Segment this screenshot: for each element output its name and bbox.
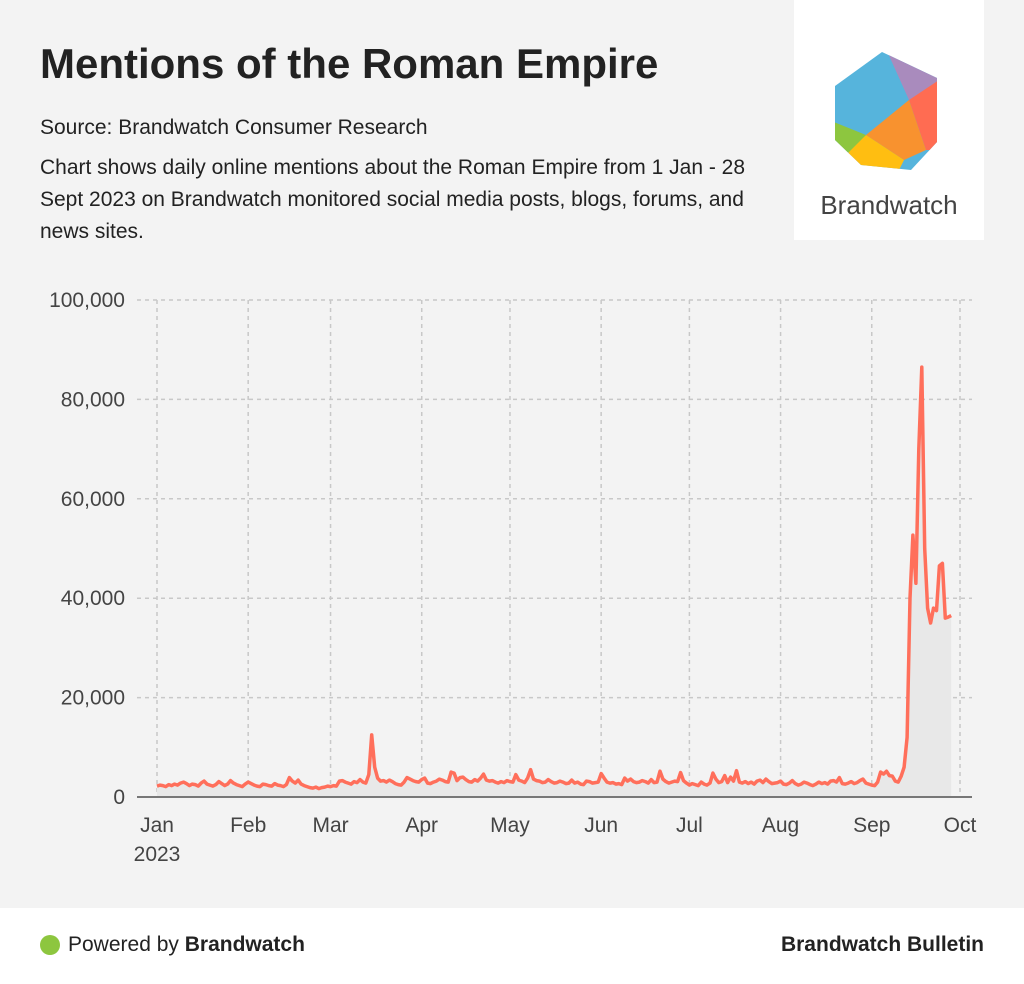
brandwatch-hexagon-icon: [835, 52, 937, 170]
powered-prefix: Powered by: [68, 933, 185, 956]
chart-source: Source: Brandwatch Consumer Research: [40, 116, 428, 139]
mentions-line: [156, 365, 952, 791]
x-tick-label: Apr: [405, 814, 438, 837]
x-tick-label: Jul: [676, 814, 703, 837]
y-tick-label: 60,000: [61, 488, 125, 511]
brandwatch-dot-icon: [40, 935, 60, 955]
y-tick-label: 80,000: [61, 388, 125, 411]
powered-brand: Brandwatch: [184, 933, 305, 956]
y-tick-label: 20,000: [61, 687, 125, 710]
powered-by: Powered by Brandwatch: [40, 933, 305, 957]
chart-title: Mentions of the Roman Empire: [40, 40, 659, 87]
x-tick-label: Aug: [762, 814, 799, 837]
y-tick-label: 40,000: [61, 587, 125, 610]
x-tick-label: Oct: [944, 814, 977, 837]
footer: Powered by Brandwatch Brandwatch Bulleti…: [0, 908, 1024, 984]
x-tick-label: Jan: [140, 814, 174, 837]
brandwatch-logo: Brandwatch: [794, 0, 984, 240]
x-tick-label: Sep: [853, 814, 890, 837]
line-chart: 0 20,000 40,000 60,000 80,000 100,000 Jan 2023 F…: [49, 289, 977, 866]
x-tick-label: Mar: [312, 814, 348, 837]
y-tick-label: 100,000: [49, 289, 125, 312]
y-tick-label: 0: [113, 786, 125, 809]
x-tick-label: Feb: [230, 814, 266, 837]
area-fill: [157, 367, 952, 797]
logo-text: Brandwatch: [820, 190, 958, 220]
brandwatch-bulletin: Brandwatch Bulletin: [780, 933, 984, 956]
chart-description: Chart shows daily online mentions about …: [40, 156, 746, 243]
x-tick-label: May: [490, 814, 530, 837]
x-tick-label: Jun: [584, 814, 618, 837]
x-tick-sublabel: 2023: [134, 843, 181, 866]
